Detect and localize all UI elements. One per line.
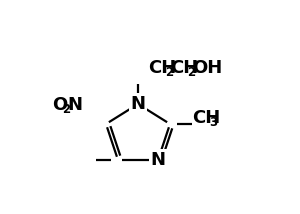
Text: O: O [52, 96, 67, 114]
Text: N: N [130, 95, 146, 113]
Text: N: N [151, 151, 166, 169]
Text: N: N [67, 96, 82, 114]
Text: 2: 2 [187, 65, 195, 79]
Text: CH: CH [148, 59, 176, 77]
Text: CH: CH [192, 109, 220, 127]
Text: CH: CH [170, 59, 198, 77]
Text: 3: 3 [209, 116, 217, 128]
Text: OH: OH [192, 59, 222, 77]
Text: 2: 2 [62, 103, 70, 116]
Text: 2: 2 [165, 65, 173, 79]
